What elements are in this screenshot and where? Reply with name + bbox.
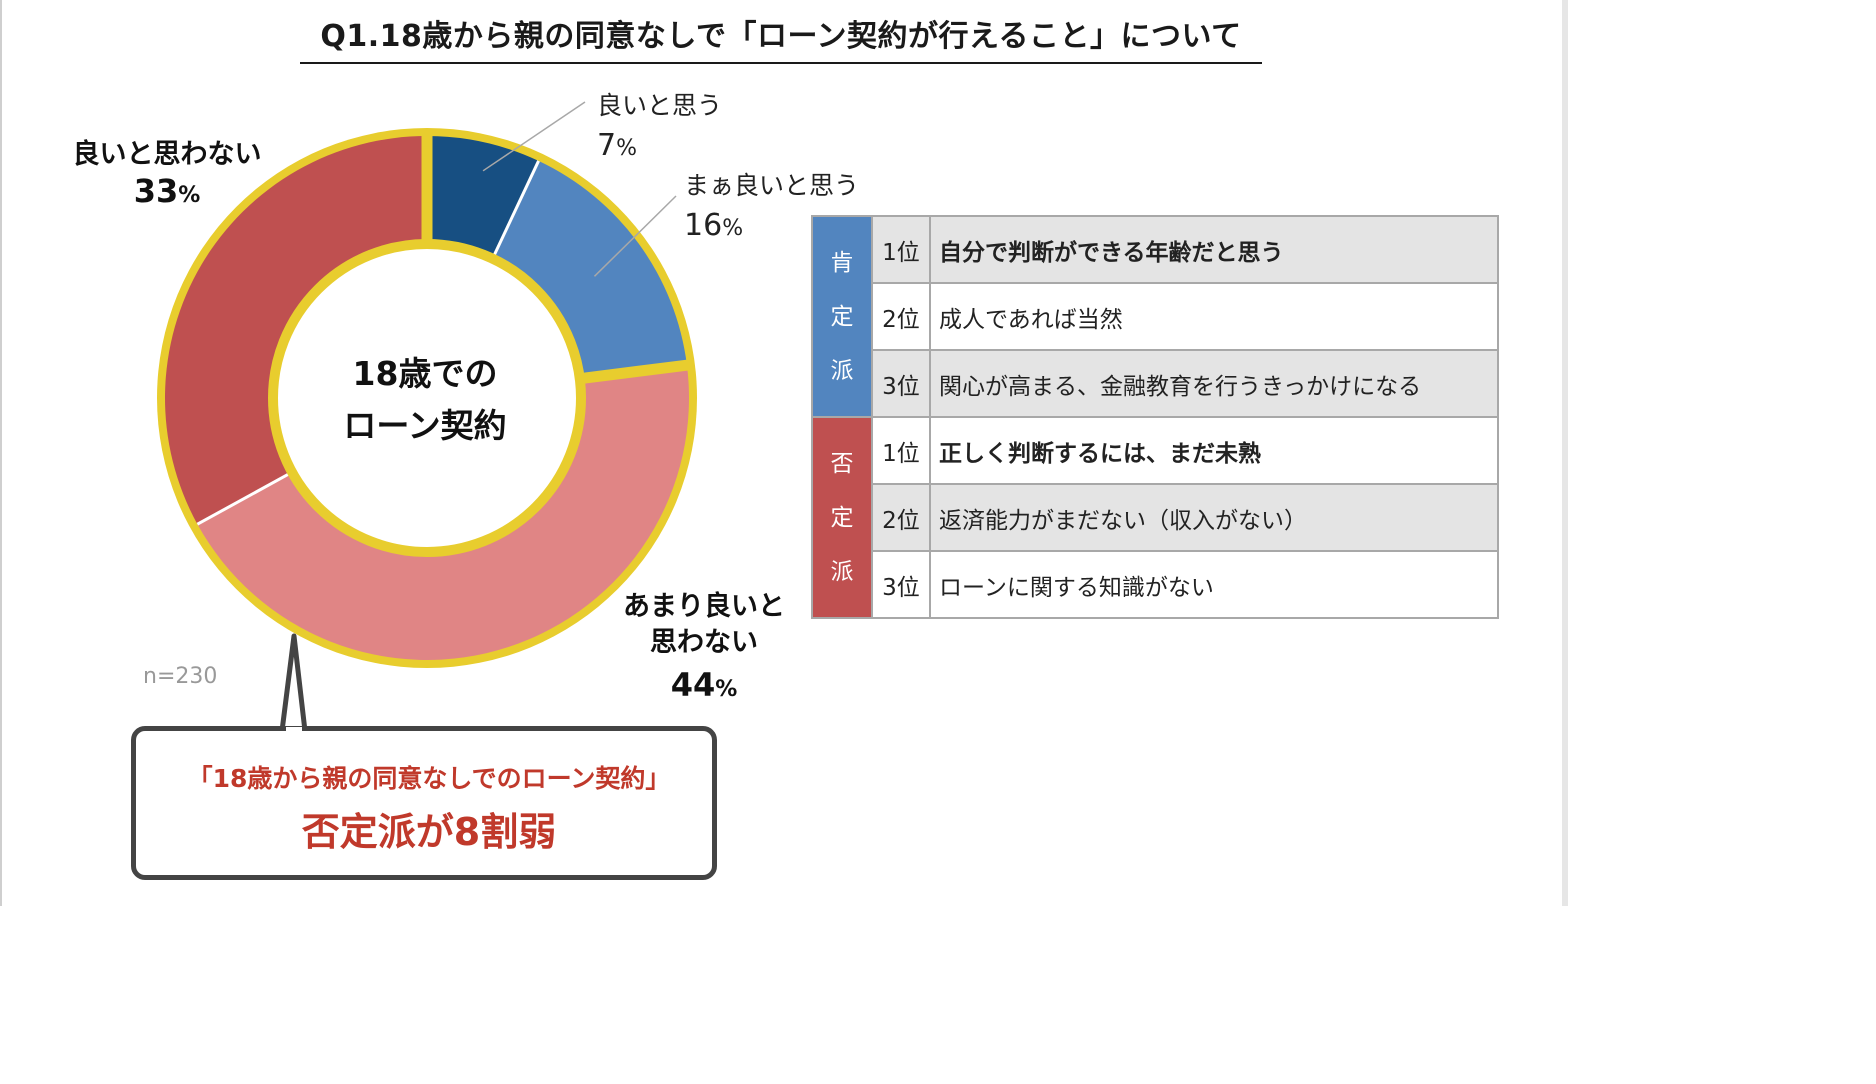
leader-line-good: [482, 101, 586, 172]
negative-rank-3: 3位: [871, 550, 931, 619]
center-label-line-1: 18歳での: [352, 354, 498, 393]
reasons-table: 肯 定 派 1位 自分で判断ができる年齢だと思う 2位 成人であれば当然 3位 …: [811, 215, 1499, 619]
slice-label-somewhat-good: まぁ良いと思う 16%: [684, 169, 859, 246]
slice-pct-somewhat-good: 16%: [684, 209, 859, 246]
slice-separator: [491, 160, 540, 260]
affirmative-reason-3: 関心が高まる、金融教育を行うきっかけになる: [929, 349, 1499, 418]
affirmative-row-3: 3位 関心が高まる、金融教育を行うきっかけになる: [812, 349, 1499, 418]
slice-name-not-good: 良いと思わない: [72, 139, 262, 170]
slice-pct-not-good: 33%: [62, 173, 272, 214]
negative-group-char-3: 派: [830, 558, 854, 585]
slice-label-not-good: 良いと思わない 33%: [62, 137, 272, 214]
slice-pct-value-not-good: 33: [133, 172, 179, 210]
negative-row-2: 2位 返済能力がまだない（収入がない）: [812, 483, 1499, 552]
slice-name-not-very-good-1: あまり良いと: [623, 591, 785, 622]
chart-title: Q1.18歳から親の同意なしで「ローン契約が行えること」について: [300, 14, 1262, 64]
group-divider: [579, 359, 692, 385]
slice-label-not-very-good: あまり良いと 思わない 44%: [612, 589, 796, 708]
affirmative-row-2: 2位 成人であれば当然: [812, 282, 1499, 351]
affirmative-reason-1: 自分で判断ができる年齢だと思う: [929, 215, 1499, 284]
negative-group-char-1: 否: [830, 450, 854, 477]
slice-pct-unit-not-good: %: [178, 183, 201, 208]
slice-label-good: 良いと思う 7%: [597, 89, 722, 166]
slice-pct-value-good: 7: [597, 128, 617, 163]
affirmative-group-char-3: 派: [830, 357, 854, 384]
callout-line-2: 否定派が8割弱: [301, 810, 557, 854]
negative-reason-3: ローンに関する知識がない: [929, 550, 1499, 619]
slice-not-good: [164, 136, 427, 525]
slice-pct-not-very-good: 44%: [612, 667, 796, 708]
affirmative-row-1: 肯 定 派 1位 自分で判断ができる年齢だと思う: [811, 215, 1499, 418]
slice-not-very-good: [197, 365, 690, 661]
callout-box: 「18歳から親の同意なしでのローン契約」 否定派が8割弱: [131, 726, 717, 880]
callout-pointer-shape: [279, 633, 308, 734]
slice-name-somewhat-good: まぁ良いと思う: [684, 171, 860, 200]
slice-pct-unit-not-very-good: %: [715, 677, 738, 702]
negative-rank-2: 2位: [871, 483, 931, 552]
negative-group-label: 否 定 派: [811, 416, 873, 619]
negative-group-char-2: 定: [830, 504, 854, 531]
affirmative-rank-1: 1位: [871, 215, 931, 284]
slice-name-good: 良いと思う: [597, 91, 723, 120]
slice-pct-unit-somewhat-good: %: [722, 216, 744, 241]
slice-separator: [196, 470, 293, 526]
negative-rank-1: 1位: [871, 416, 931, 485]
negative-reason-2: 返済能力がまだない（収入がない）: [929, 483, 1499, 552]
slice-good: [427, 136, 539, 259]
center-label-line-2: ローン契約: [343, 406, 507, 445]
slice-pct-value-somewhat-good: 16: [684, 208, 723, 243]
donut-inner-ring: [268, 239, 586, 557]
callout-line-1: 「18歳から親の同意なしでのローン契約」: [187, 764, 671, 793]
slice-pct-value-not-very-good: 44: [670, 666, 716, 704]
affirmative-group-label: 肯 定 派: [811, 215, 873, 418]
affirmative-group-char-1: 肯: [830, 249, 854, 276]
slice-pct-unit-good: %: [616, 136, 637, 161]
affirmative-rank-2: 2位: [871, 282, 931, 351]
frame-right-border: [1562, 0, 1568, 906]
leader-line-somewhat-good: [593, 195, 677, 277]
negative-row-1: 否 定 派 1位 正しく判断するには、まだ未熟: [811, 416, 1499, 619]
frame-left-border: [0, 0, 2, 906]
affirmative-group-char-2: 定: [830, 303, 854, 330]
affirmative-reason-2: 成人であれば当然: [929, 282, 1499, 351]
slice-pct-good: 7%: [597, 129, 722, 166]
affirmative-rank-3: 3位: [871, 349, 931, 418]
slice-somewhat-good: [492, 160, 687, 379]
sample-size-note: n=230: [143, 664, 218, 689]
donut-center-label: 18歳での ローン契約: [292, 348, 558, 452]
donut-chart: [157, 101, 697, 668]
negative-row-3: 3位 ローンに関する知識がない: [812, 550, 1499, 619]
negative-reason-1: 正しく判断するには、まだ未熟: [929, 416, 1499, 485]
slice-name-not-very-good-2: 思わない: [650, 627, 758, 658]
